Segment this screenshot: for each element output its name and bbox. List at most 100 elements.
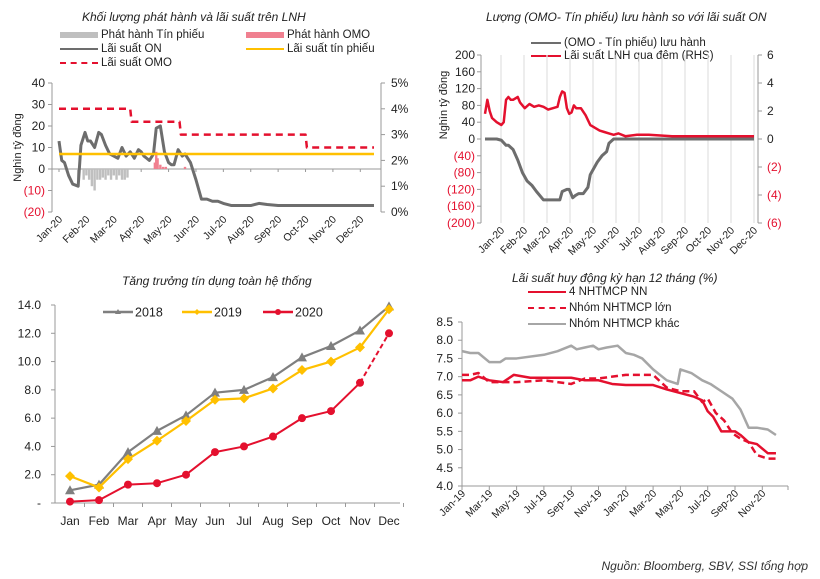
chart4-ytick-label: 4.5 [436,461,453,475]
chart3-point-2019 [297,365,307,376]
chart2-legend-outstanding: (OMO - Tín phiếu) lưu hành [531,37,706,49]
chart3-point-2020 [153,479,161,488]
chart1-series-omo-rate [59,107,374,149]
chart3-series-2018 [69,305,390,492]
chart3-point-2019 [181,415,191,426]
chart1-bar [115,169,118,180]
legend-swatch [60,32,98,38]
chart3-point-2020 [385,329,393,338]
legend-swatch [528,307,566,309]
legend-swatch [531,55,561,57]
chart3-point-2020 [124,480,132,489]
chart3-point-2019 [268,383,278,394]
chart3-point-2019 [355,342,365,353]
chart3-ytick-label: 10.0 [18,355,42,369]
chart4-series-other [461,344,777,437]
legend-swatch [60,48,98,50]
chart3-point-2018 [297,352,307,362]
chart3-point-2019 [239,393,249,404]
chart3-point-2019 [65,471,75,482]
chart2-y2tick-label: (4) [767,188,782,202]
chart1-xtick-label: Aug-20 [224,214,257,247]
legend-label: Nhóm NHTMCP khác [569,318,680,330]
legend-label: Nhóm NHTMCP lớn [569,302,672,314]
chart4-ytick-label: 8.5 [436,315,453,329]
chart1-ytick-label: (20) [24,205,45,219]
chart1-bar [109,169,113,180]
chart3-point-2018 [152,425,162,435]
chart1-ytick-label: (10) [24,184,45,198]
chart3-xtick-label: Apr [148,514,167,528]
chart3-legend-marker [275,309,281,315]
chart1-bar [98,169,102,180]
chart1-bar [87,169,91,180]
source-note: Nguồn: Bloomberg, SBV, SSI tổng hợp [601,559,808,573]
chart3-xtick-label: Sep [291,514,313,528]
chart1-series-on [57,124,374,208]
chart4-xtick-label: Jan-20 [601,488,632,519]
chart3-ytick-label: 6.0 [24,411,41,425]
chart1-bar [96,169,99,180]
chart1-ytick-label: 0 [38,162,45,176]
chart2-y2tick-label: 2 [767,104,774,118]
chart1-ytick-label: 20 [32,119,46,133]
chart4-legend-nn: 4 NHTMCP NN [528,286,647,298]
chart3-legend-label: 2020 [295,306,323,320]
chart2-ytick-label: (120) [447,182,475,196]
chart1-xtick-label: Nov-20 [307,214,340,247]
chart1-ylabel: Nghìn tỷ đồng [12,113,24,182]
chart1-xtick-label: May-20 [141,214,174,247]
chart1-legend-tinphieu-rate: Lãi suất tín phiếu [246,43,375,55]
chart4-ytick-label: 7.5 [436,351,453,365]
chart3-point-2018 [268,372,278,382]
chart1-bar [155,151,158,169]
chart4-ytick-label: 6.0 [436,406,453,420]
chart3-xtick-label: Jun [205,514,224,528]
legend-swatch [246,48,284,50]
chart2-series-on-rate [483,90,754,138]
chart1-title: Khối lượng phát hành và lãi suất trên LN… [82,10,306,24]
chart3-point-2019 [210,394,220,405]
chart3-point-2020 [66,497,74,506]
chart3-point-2019 [384,304,394,315]
chart3-point-2020 [356,378,364,387]
chart3-point-2018 [239,384,249,394]
legend-label: Phát hành Tín phiếu [101,29,205,41]
chart3-series-2019 [69,308,390,489]
chart3-point-2019 [123,454,133,465]
chart3-title: Tăng trưởng tín dụng toàn hệ thống [122,274,312,288]
chart1-bar [107,169,110,176]
legend-swatch [246,32,284,38]
chart2-y2tick-label: (6) [767,216,782,230]
chart2-ytick-label: 160 [455,65,475,79]
chart1-ytick-label: 40 [32,76,46,90]
chart4-ytick-label: 7.0 [436,370,453,384]
chart3-ytick-label: - [37,496,41,510]
chart1-xtick-label: Mar-20 [88,214,120,246]
chart2-y2tick-label: (2) [767,160,782,174]
chart3-ytick-label: 4.0 [24,439,41,453]
chart1-y2tick-label: 1% [391,179,409,193]
chart2-title: Lượng (OMO- Tín phiếu) lưu hành so với l… [486,10,767,24]
chart3-point-2019 [94,482,104,493]
chart3-xtick-label: Jul [236,514,251,528]
chart1-y2tick-label: 0% [391,205,409,219]
chart3-xtick-label: Dec [378,514,399,528]
chart1-bar [159,164,162,169]
chart2-ylabel: Nghìn tỷ đồng [438,71,450,140]
chart3-legend-label: 2018 [135,306,163,320]
chart4-legend-large: Nhóm NHTMCP lớn [528,302,672,314]
legend-label: Lãi suất tín phiếu [287,43,375,55]
chart1-bar [120,169,124,180]
chart3-point-2018 [210,387,220,397]
chart2-ytick-label: 120 [455,82,475,96]
chart1-bar [118,169,121,176]
chart1-bar [161,166,165,169]
legend-swatch [528,291,566,293]
chart1-bar [104,169,107,180]
chart3-xtick-label: Nov [349,514,370,528]
chart2-xtick-label: Jun-20 [591,225,622,256]
chart3-xtick-label: Oct [322,514,341,528]
legend-swatch [531,42,561,44]
